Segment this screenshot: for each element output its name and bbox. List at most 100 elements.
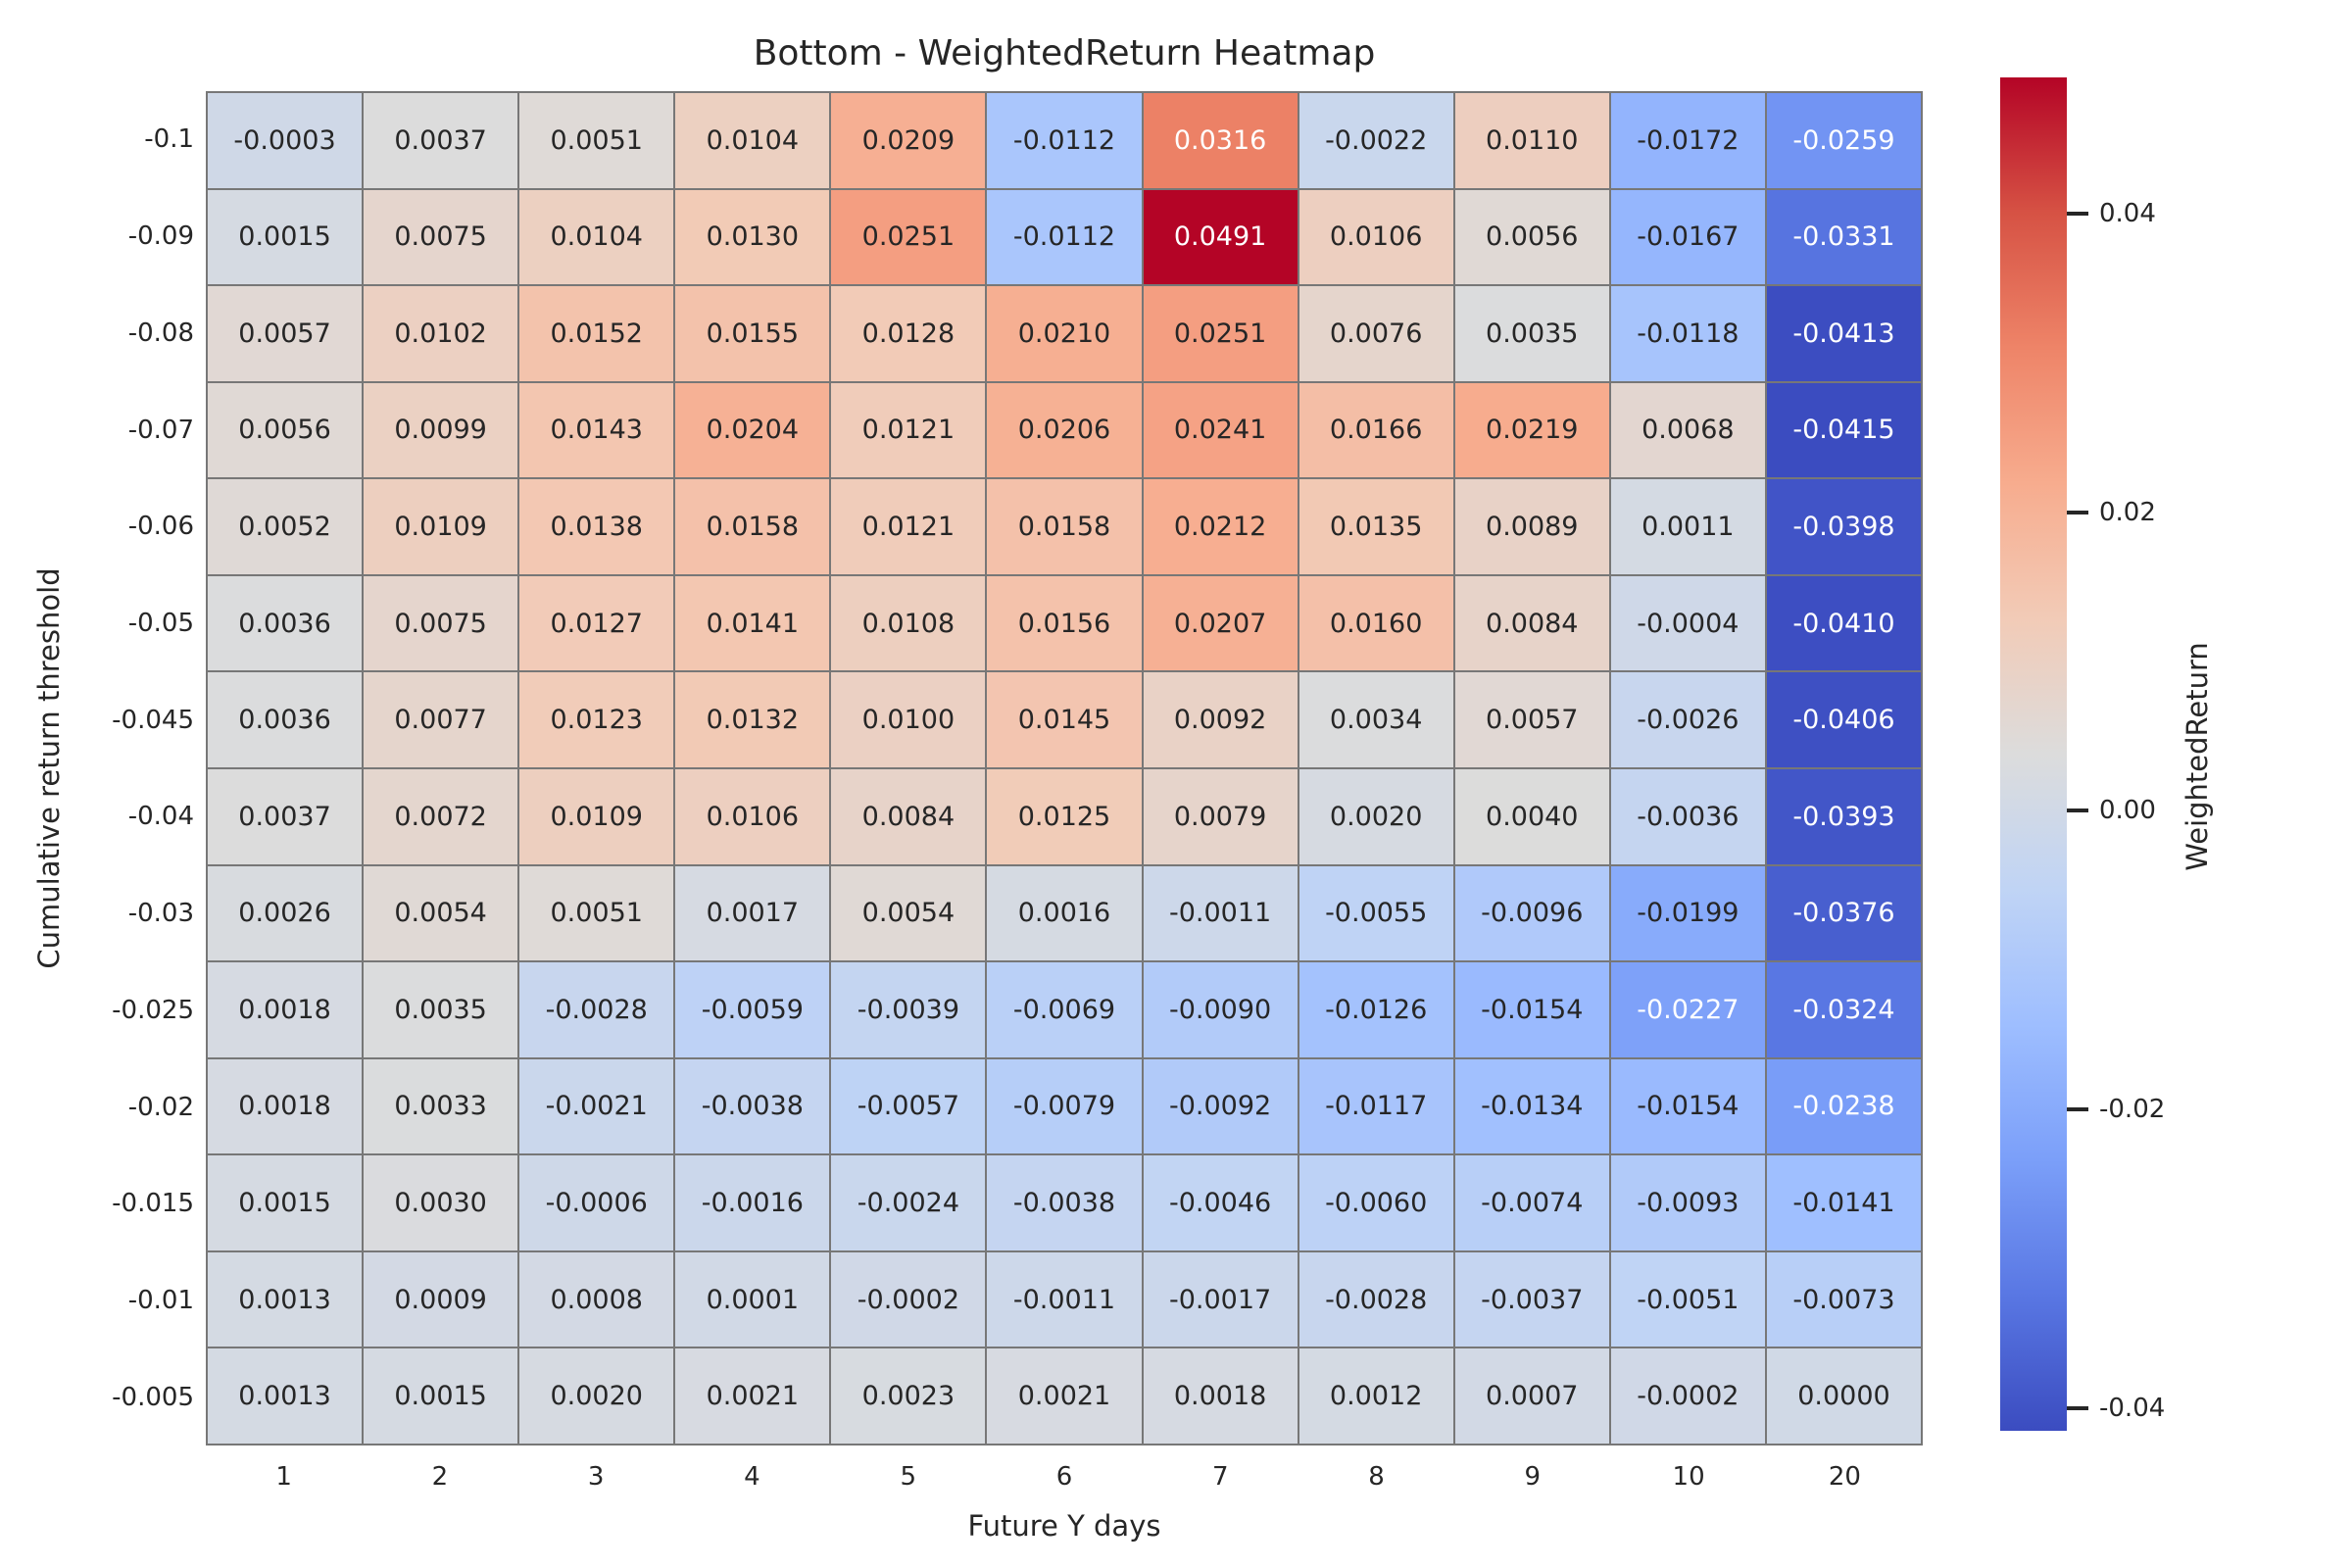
heatmap-cell: -0.0036 (1609, 767, 1766, 865)
colorbar-tick-label: 0.00 (2099, 796, 2156, 826)
heatmap-cell: 0.0033 (363, 1057, 519, 1155)
heatmap-cell: 0.0130 (674, 188, 831, 286)
heatmap-cell: 0.0035 (1453, 285, 1610, 382)
heatmap-cell: -0.0022 (1298, 92, 1454, 189)
heatmap-cell: 0.0057 (1453, 671, 1610, 768)
heatmap-cell: 0.0241 (1142, 381, 1298, 479)
colorbar-tick-label: 0.02 (2099, 497, 2156, 527)
y-tick-label: -0.1 (144, 124, 194, 155)
heatmap-cell: 0.0068 (1609, 381, 1766, 479)
colorbar-tick-mark (2067, 1406, 2088, 1411)
heatmap-cell: 0.0209 (830, 92, 987, 189)
heatmap-cell: -0.0038 (986, 1154, 1143, 1251)
heatmap-cell: 0.0084 (1453, 574, 1610, 672)
x-tick-label: 8 (1368, 1462, 1385, 1492)
heatmap-cell: 0.0030 (363, 1154, 519, 1251)
heatmap-cell: 0.0054 (363, 864, 519, 962)
heatmap-cell: -0.0092 (1142, 1057, 1298, 1155)
heatmap-cell: 0.0121 (830, 381, 987, 479)
heatmap-cell: -0.0406 (1765, 671, 1922, 768)
colorbar-tick-mark (2067, 510, 2088, 514)
heatmap-cell: 0.0036 (207, 671, 364, 768)
x-tick-label: 2 (431, 1462, 449, 1492)
heatmap-cell: 0.0020 (1298, 767, 1454, 865)
y-tick-label: -0.045 (112, 705, 194, 735)
heatmap-cell: 0.0102 (363, 285, 519, 382)
colorbar-tick-label: -0.04 (2099, 1394, 2166, 1424)
heatmap-cell: -0.0324 (1765, 961, 1922, 1058)
colorbar-gradient (2000, 77, 2067, 1431)
heatmap-cell: -0.0238 (1765, 1057, 1922, 1155)
heatmap-cell: 0.0021 (986, 1348, 1143, 1445)
y-tick-label: -0.05 (127, 608, 194, 638)
heatmap-cell: 0.0072 (363, 767, 519, 865)
heatmap-cell: -0.0415 (1765, 381, 1922, 479)
heatmap-cell: -0.0398 (1765, 478, 1922, 575)
heatmap-cell: 0.0008 (518, 1250, 675, 1348)
heatmap-cell: 0.0077 (363, 671, 519, 768)
heatmap-cell: -0.0060 (1298, 1154, 1454, 1251)
heatmap-cell: -0.0051 (1609, 1250, 1766, 1348)
x-tick-label: 4 (744, 1462, 760, 1492)
x-tick-label: 5 (900, 1462, 916, 1492)
heatmap-cell: 0.0158 (674, 478, 831, 575)
heatmap-cell: 0.0123 (518, 671, 675, 768)
heatmap-cell: 0.0135 (1298, 478, 1454, 575)
heatmap-cell: 0.0158 (986, 478, 1143, 575)
heatmap-cell: -0.0039 (830, 961, 987, 1058)
heatmap-cell: -0.0096 (1453, 864, 1610, 962)
heatmap-cell: 0.0020 (518, 1348, 675, 1445)
heatmap-cell: 0.0013 (207, 1250, 364, 1348)
colorbar-tick-mark (2067, 211, 2088, 216)
heatmap-cell: 0.0009 (363, 1250, 519, 1348)
heatmap-cell: -0.0016 (674, 1154, 831, 1251)
heatmap-cell: 0.0015 (207, 188, 364, 286)
heatmap-cell: 0.0017 (674, 864, 831, 962)
heatmap-cell: -0.0126 (1298, 961, 1454, 1058)
heatmap-cell: -0.0057 (830, 1057, 987, 1155)
heatmap-cell: 0.0075 (363, 188, 519, 286)
heatmap-cell: 0.0056 (1453, 188, 1610, 286)
heatmap-cell: 0.0052 (207, 478, 364, 575)
heatmap-cell: 0.0145 (986, 671, 1143, 768)
heatmap-cell: -0.0069 (986, 961, 1143, 1058)
heatmap-cell: 0.0092 (1142, 671, 1298, 768)
colorbar-tick-mark (2067, 1107, 2088, 1112)
x-tick-label: 6 (1055, 1462, 1073, 1492)
heatmap-cell: -0.0028 (1298, 1250, 1454, 1348)
heatmap-cell: -0.0011 (1142, 864, 1298, 962)
heatmap-cell: 0.0054 (830, 864, 987, 962)
heatmap-cell: -0.0003 (207, 92, 364, 189)
heatmap-cell: -0.0038 (674, 1057, 831, 1155)
heatmap-cell: 0.0037 (207, 767, 364, 865)
x-axis-title: Future Y days (967, 1509, 1161, 1543)
heatmap-cell: 0.0056 (207, 381, 364, 479)
heatmap-cell: -0.0090 (1142, 961, 1298, 1058)
heatmap-cell: 0.0206 (986, 381, 1143, 479)
heatmap-cell: 0.0108 (830, 574, 987, 672)
heatmap-cell: 0.0023 (830, 1348, 987, 1445)
colorbar-tick-mark (2067, 808, 2088, 813)
heatmap-cell: 0.0079 (1142, 767, 1298, 865)
heatmap-cell: 0.0011 (1609, 478, 1766, 575)
heatmap-cell: 0.0212 (1142, 478, 1298, 575)
y-tick-label: -0.03 (127, 899, 194, 929)
x-tick-label: 7 (1211, 1462, 1229, 1492)
heatmap-cell: 0.0316 (1142, 92, 1298, 189)
heatmap-cell: 0.0001 (674, 1250, 831, 1348)
heatmap-cell: 0.0125 (986, 767, 1143, 865)
heatmap-cell: 0.0219 (1453, 381, 1610, 479)
heatmap-cell: 0.0089 (1453, 478, 1610, 575)
heatmap-cell: 0.0127 (518, 574, 675, 672)
heatmap-cell: -0.0413 (1765, 285, 1922, 382)
heatmap-cell: -0.0199 (1609, 864, 1766, 962)
heatmap-cell: -0.0026 (1609, 671, 1766, 768)
heatmap-cell: 0.0016 (986, 864, 1143, 962)
heatmap-cell: 0.0110 (1453, 92, 1610, 189)
heatmap-cell: 0.0210 (986, 285, 1143, 382)
heatmap-cell: 0.0138 (518, 478, 675, 575)
heatmap-cell: 0.0143 (518, 381, 675, 479)
heatmap-cell: 0.0109 (518, 767, 675, 865)
heatmap-cell: 0.0013 (207, 1348, 364, 1445)
heatmap-cell: 0.0141 (674, 574, 831, 672)
